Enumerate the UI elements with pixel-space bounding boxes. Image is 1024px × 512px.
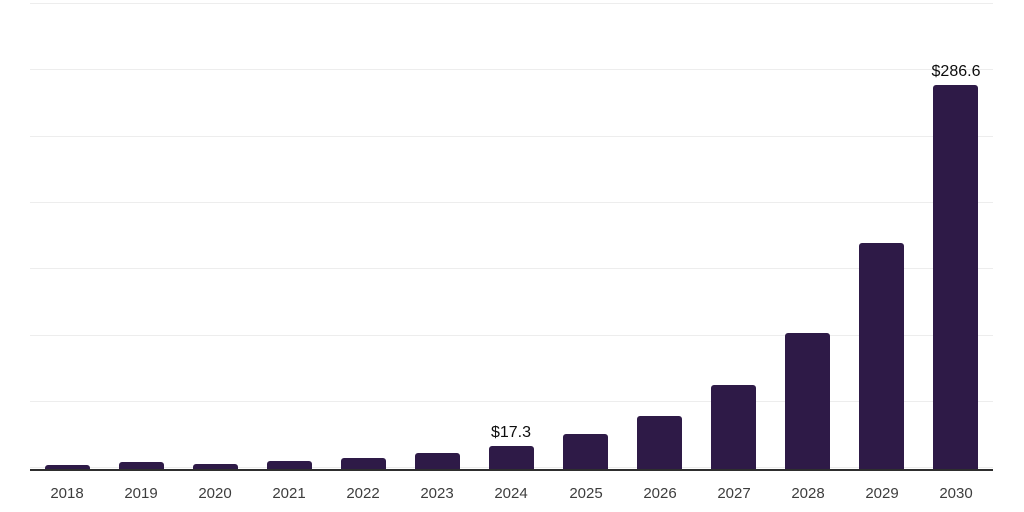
gridline <box>30 202 993 203</box>
bar-2025[interactable] <box>563 434 608 469</box>
gridline <box>30 136 993 137</box>
gridline <box>30 3 993 4</box>
x-tick-label-2024: 2024 <box>494 485 528 502</box>
x-tick-label-2026: 2026 <box>643 485 677 502</box>
x-tick-label-2025: 2025 <box>569 485 603 502</box>
bar-2026[interactable] <box>637 416 682 469</box>
x-tick-label-2029: 2029 <box>865 485 899 502</box>
x-tick-label-2022: 2022 <box>346 485 380 502</box>
x-tick-label-2030: 2030 <box>939 485 973 502</box>
bar-2030[interactable] <box>933 85 978 469</box>
bar-2024[interactable] <box>489 446 534 469</box>
x-tick-label-2019: 2019 <box>124 485 158 502</box>
bar-2027[interactable] <box>711 385 756 469</box>
x-tick-label-2020: 2020 <box>198 485 232 502</box>
gridline <box>30 401 993 402</box>
bar-2020[interactable] <box>193 464 238 469</box>
bar-value-label-2030: $286.6 <box>931 63 981 80</box>
x-tick-label-2018: 2018 <box>50 485 84 502</box>
x-tick-label-2027: 2027 <box>717 485 751 502</box>
x-tick-label-2023: 2023 <box>420 485 454 502</box>
bar-2018[interactable] <box>45 465 90 469</box>
bar-2021[interactable] <box>267 461 312 469</box>
gridline <box>30 268 993 269</box>
bar-2023[interactable] <box>415 453 460 469</box>
bar-2019[interactable] <box>119 462 164 469</box>
x-tick-label-2021: 2021 <box>272 485 306 502</box>
x-tick-label-2028: 2028 <box>791 485 825 502</box>
gridline <box>30 335 993 336</box>
gridline <box>30 69 993 70</box>
bar-value-label-2024: $17.3 <box>490 424 532 441</box>
bar-2028[interactable] <box>785 333 830 469</box>
bar-2022[interactable] <box>341 458 386 469</box>
bar-2029[interactable] <box>859 243 904 469</box>
x-axis-line <box>30 469 993 471</box>
